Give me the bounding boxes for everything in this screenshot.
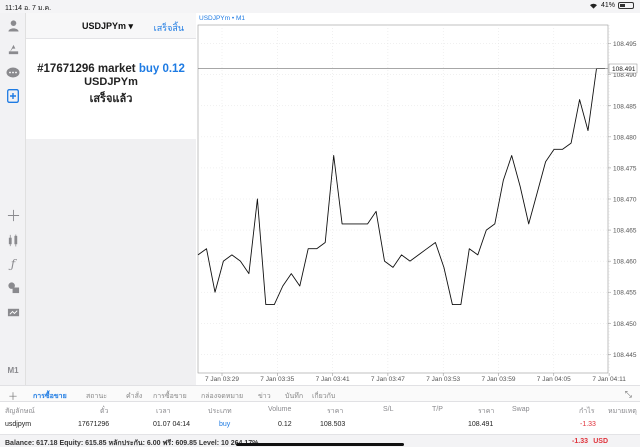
tab-news[interactable]: ข่าว (258, 393, 271, 400)
tab-exposure[interactable]: สถานะ (86, 393, 107, 400)
table-header: สัญลักษณ์ ตั๋ว เวลา ประเภท Volume ราคา S… (0, 403, 640, 416)
col-symbol: สัญลักษณ์ (5, 408, 35, 415)
order-result-status: เสร็จแล้ว (89, 93, 133, 105)
toolbox-tabs: ＋ การซื้อขาย สถานะ คำสั่ง การซื้อขาย กล่… (0, 385, 640, 403)
cell-profit: -1.33 (580, 421, 596, 428)
cell-type: buy (219, 421, 231, 428)
battery-icon (618, 2, 634, 9)
order-panel: USDJPYm ▾ เสร็จสิ้น #17671296 market buy… (26, 13, 196, 385)
chart-type-icon[interactable] (4, 303, 22, 321)
total-profit: -1.33 (572, 438, 588, 445)
table-row[interactable]: usdjpym 17671296 01.07 04:14 buy 0.12 10… (0, 418, 640, 432)
price-line (197, 68, 605, 306)
tab-mailbox[interactable]: กล่องจดหมาย (201, 393, 244, 400)
done-button[interactable]: เสร็จสิ้น (153, 23, 184, 33)
balance-bar: Balance: 617.18 Equity: 615.85 หลักประกั… (0, 434, 640, 447)
new-order-icon[interactable] (4, 87, 22, 105)
chat-icon[interactable] (4, 64, 22, 82)
wifi-icon (589, 3, 597, 9)
y-tick-label: 108.445 (613, 352, 637, 359)
y-tick-label: 108.455 (613, 290, 637, 297)
x-tick-label: 7 Jan 04:05 (537, 376, 571, 383)
add-icon[interactable]: ＋ (8, 392, 18, 403)
y-tick-label: 108.460 (613, 259, 637, 266)
col-sl: S/L (383, 406, 394, 413)
function-icon[interactable]: ƒ (10, 257, 16, 271)
cell-volume: 0.12 (278, 421, 292, 428)
y-tick-label: 108.480 (613, 134, 637, 141)
tab-history[interactable]: การซื้อขาย (153, 393, 187, 400)
currency-label: USD (593, 438, 608, 445)
cell-time: 01.07 04:14 (153, 421, 190, 428)
order-header: USDJPYm ▾ เสร็จสิ้น (26, 13, 196, 39)
indicators-icon[interactable] (4, 231, 22, 249)
timeframe-button[interactable]: M1 (7, 365, 19, 375)
crosshair-icon[interactable] (4, 206, 22, 224)
y-tick-label: 108.475 (613, 165, 637, 172)
balance-summary: Balance: 617.18 Equity: 615.85 หลักประกั… (5, 440, 259, 447)
y-tick-label: 108.490 (613, 72, 637, 79)
tab-orders[interactable]: คำสั่ง (126, 393, 143, 400)
expand-arrows-icon[interactable]: ⤡ (624, 389, 632, 399)
order-result-symbol: USDJPYm (84, 76, 138, 88)
y-tick-label: 108.470 (613, 197, 637, 204)
col-tp: T/P (432, 406, 443, 413)
objects-icon[interactable] (4, 278, 22, 296)
status-time: 11:14 อ. 7 ม.ค. (5, 5, 52, 12)
col-swap: Swap (512, 406, 530, 413)
col-ticket: ตั๋ว (100, 408, 109, 415)
col-volume: Volume (268, 406, 292, 413)
cell-open-price: 108.503 (320, 421, 346, 428)
x-tick-label: 7 Jan 03:29 (205, 376, 239, 383)
y-tick-label: 108.465 (613, 228, 637, 235)
x-tick-label: 7 Jan 03:59 (482, 376, 516, 383)
tab-trade[interactable]: การซื้อขาย (33, 393, 67, 400)
current-price-label: 108.491 (612, 66, 636, 73)
col-profit: กำไร (579, 408, 595, 415)
x-tick-label: 7 Jan 03:53 (426, 376, 460, 383)
chevron-down-icon: ▾ (128, 21, 134, 31)
cell-price: 108.491 (468, 421, 494, 428)
y-tick-label: 108.495 (613, 41, 637, 48)
chart-symbol-label: USDJPYm • M1 (199, 15, 245, 22)
col-open-price: ราคา (327, 408, 344, 415)
user-icon[interactable] (4, 16, 22, 34)
tab-about[interactable]: เกี่ยวกับ (312, 393, 336, 400)
price-chart[interactable]: 108.495 108.490 108.485 108.480 108.475 108.4… (196, 13, 640, 385)
x-tick-label: 7 Jan 04:11 (592, 376, 626, 383)
order-result-line: #17671296 market buy 0.12 (37, 63, 185, 75)
left-toolbar: ƒ M1 (0, 13, 26, 385)
col-price: ราคา (478, 408, 495, 415)
x-tick-label: 7 Jan 03:35 (260, 376, 294, 383)
col-comment: หมายเหตุ (608, 408, 637, 415)
order-result: #17671296 market buy 0.12 USDJPYm เสร็จแ… (26, 39, 196, 139)
cell-ticket: 17671296 (78, 421, 110, 428)
tab-journal[interactable]: บันทึก (285, 393, 304, 400)
y-tick-label: 108.485 (613, 103, 637, 110)
y-tick-label: 108.450 (613, 321, 637, 328)
status-bar: 11:14 อ. 7 ม.ค. 41% (0, 0, 640, 13)
battery-percent: 41% (600, 2, 615, 9)
symbol-selector[interactable]: USDJPYm ▾ (82, 21, 134, 31)
current-price-box (608, 63, 638, 74)
cell-symbol: usdjpym (5, 421, 32, 428)
price-chart-svg[interactable]: 108.495 108.490 108.485 108.480 108.475 108.4… (196, 13, 640, 385)
col-time: เวลา (156, 408, 171, 415)
col-type: ประเภท (208, 408, 232, 415)
trade-icon[interactable] (4, 40, 22, 58)
home-indicator[interactable] (236, 443, 404, 446)
x-tick-label: 7 Jan 03:47 (371, 376, 405, 383)
x-tick-label: 7 Jan 03:41 (316, 376, 350, 383)
